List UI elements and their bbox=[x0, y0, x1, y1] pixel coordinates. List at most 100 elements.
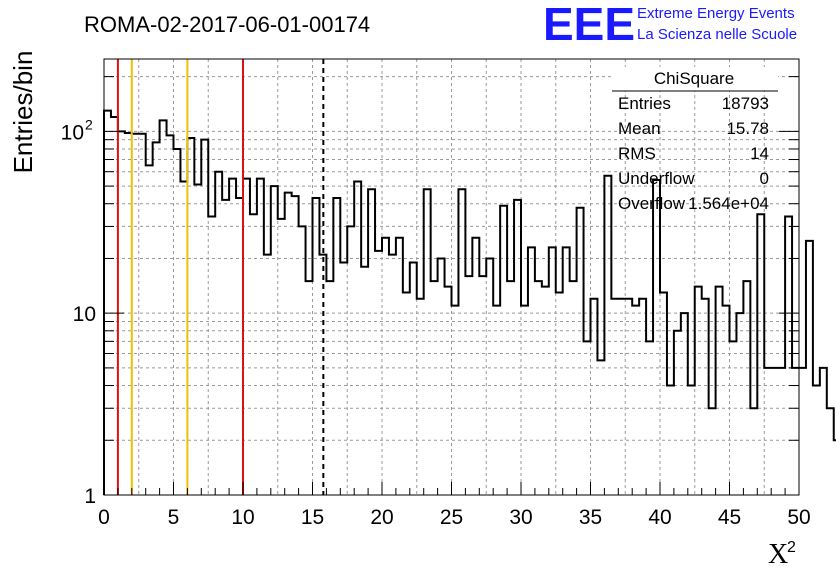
stats-rows: Entries 18793 Mean 15.78 RMS 14 Underflow 0 Over… bbox=[618, 94, 769, 213]
histogram-bin bbox=[611, 299, 618, 495]
axis-ticks bbox=[103, 76, 800, 496]
stats-label: RMS bbox=[618, 144, 656, 163]
histogram-bin bbox=[597, 360, 604, 495]
histogram-bin bbox=[271, 186, 278, 495]
histogram-bin bbox=[695, 287, 702, 495]
histogram-bin bbox=[653, 180, 660, 495]
histogram-bin bbox=[709, 408, 716, 495]
histogram-bin bbox=[215, 172, 222, 495]
histogram-bin bbox=[354, 181, 361, 495]
histogram-bin bbox=[514, 200, 521, 495]
histogram-bin bbox=[187, 138, 194, 495]
histogram-bin bbox=[285, 193, 292, 495]
histogram-bin bbox=[570, 281, 577, 495]
stats-value: 18793 bbox=[722, 94, 769, 113]
eee-logo-mark: EEE bbox=[543, 0, 635, 50]
histogram-bin bbox=[229, 179, 236, 495]
histogram-bin bbox=[500, 206, 507, 495]
histogram-bin bbox=[604, 176, 611, 495]
histogram-bin bbox=[278, 219, 285, 495]
stats-label: Overflow bbox=[618, 194, 686, 213]
x-tick-label: 20 bbox=[370, 506, 393, 529]
histogram-bin bbox=[139, 134, 146, 495]
histogram-bin bbox=[382, 238, 389, 495]
histogram-bin bbox=[702, 299, 709, 495]
histogram-bin bbox=[584, 341, 591, 495]
histogram-bin bbox=[236, 198, 243, 495]
histogram-bin bbox=[431, 281, 438, 495]
histogram-bin bbox=[472, 238, 479, 495]
histogram-bin bbox=[639, 299, 646, 495]
histogram-bin bbox=[222, 200, 229, 495]
stats-value: 14 bbox=[750, 144, 769, 163]
x-tick-label: 30 bbox=[509, 506, 532, 529]
y-tick-label: 1 bbox=[84, 485, 96, 508]
histogram-bin bbox=[479, 276, 486, 495]
histogram-bin bbox=[806, 241, 813, 495]
histogram-bin bbox=[180, 181, 187, 495]
histogram-bin bbox=[757, 214, 764, 495]
histogram-bin bbox=[507, 281, 514, 495]
x-tick-label: 50 bbox=[787, 506, 810, 529]
histogram-bin bbox=[556, 292, 563, 495]
histogram-outline bbox=[103, 109, 836, 495]
histogram-bin bbox=[361, 267, 368, 495]
histogram-bin bbox=[646, 341, 653, 495]
stats-box: ChiSquare Entries 18793 Mean 15.78 RMS 14 Unde… bbox=[612, 67, 778, 213]
histogram-bin bbox=[792, 368, 799, 495]
histogram-bin bbox=[160, 120, 167, 495]
y-tick-label-exponent: 2 bbox=[85, 116, 93, 132]
histogram-bin bbox=[667, 386, 674, 495]
histogram-bin bbox=[167, 135, 174, 495]
x-axis-label-superscript: 2 bbox=[787, 539, 796, 556]
histogram-bin bbox=[452, 306, 459, 495]
x-tick-label: 45 bbox=[718, 506, 741, 529]
histogram-bin bbox=[736, 313, 743, 495]
x-tick-label: 15 bbox=[301, 506, 324, 529]
histogram-bin bbox=[368, 189, 375, 495]
eee-logo-line1: Extreme Energy Events bbox=[637, 5, 795, 22]
histogram-bin bbox=[333, 198, 340, 495]
histogram-bin bbox=[104, 111, 111, 495]
histogram-bin bbox=[438, 258, 445, 495]
stats-label: Entries bbox=[618, 94, 671, 113]
stats-label: Underflow bbox=[618, 169, 695, 188]
histogram-bin bbox=[549, 247, 556, 495]
histogram-bin bbox=[486, 258, 493, 495]
histogram-bin bbox=[292, 196, 299, 495]
eee-logo: EEE Extreme Energy Events La Scienza nel… bbox=[543, 0, 797, 50]
histogram-bin bbox=[445, 287, 452, 495]
histogram-bin bbox=[458, 189, 465, 495]
histogram-bin bbox=[827, 408, 834, 495]
histogram-bin bbox=[528, 247, 535, 495]
x-tick-label: 5 bbox=[168, 506, 180, 529]
histogram-bin bbox=[618, 299, 625, 495]
histogram-bin bbox=[542, 287, 549, 495]
histogram-bin bbox=[743, 281, 750, 495]
histogram-bin bbox=[153, 142, 160, 495]
eee-logo-line2: La Scienza nelle Scuole bbox=[637, 26, 797, 43]
x-tick-label: 0 bbox=[98, 506, 110, 529]
x-tick-label: 35 bbox=[579, 506, 602, 529]
histogram-bin bbox=[778, 368, 785, 495]
histogram-bin bbox=[111, 117, 118, 495]
x-tick-label: 10 bbox=[231, 506, 254, 529]
stats-value: 1.564e+04 bbox=[688, 194, 769, 213]
histogram-bin bbox=[591, 299, 598, 495]
x-axis-label-base: X bbox=[768, 539, 788, 570]
histogram-bin bbox=[208, 217, 215, 495]
histogram-bin bbox=[250, 214, 257, 495]
histogram-bin bbox=[723, 306, 730, 495]
histogram-bin bbox=[125, 133, 132, 495]
stats-value: 0 bbox=[760, 169, 769, 188]
histogram-bin bbox=[764, 368, 771, 495]
chart-title: ROMA-02-2017-06-01-00174 bbox=[84, 12, 370, 37]
histogram-bin bbox=[201, 140, 208, 495]
histogram-bars bbox=[103, 109, 836, 495]
histogram-bin bbox=[326, 281, 333, 495]
histogram-bin bbox=[632, 306, 639, 495]
histogram-bin bbox=[521, 306, 528, 495]
y-axis-label: Entries/bin bbox=[8, 51, 38, 174]
